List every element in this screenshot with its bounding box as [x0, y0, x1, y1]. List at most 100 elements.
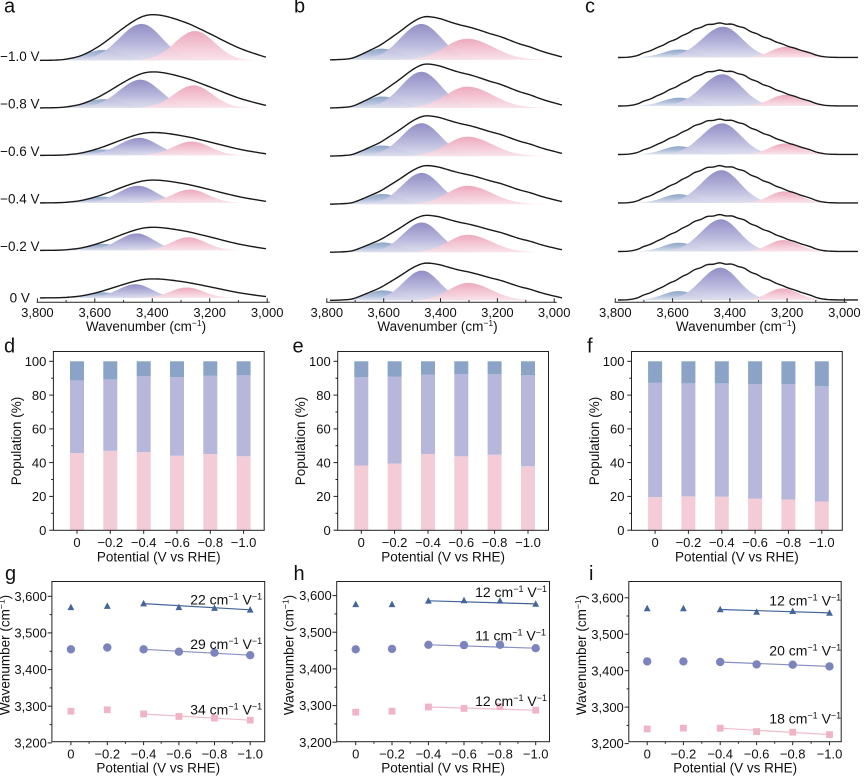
- svg-text:0: 0: [617, 523, 624, 538]
- svg-text:3,600: 3,600: [367, 305, 400, 320]
- svg-text:−0.8: −0.8: [482, 535, 508, 550]
- svg-text:Wavenumber (cm−1): Wavenumber (cm−1): [0, 595, 13, 715]
- svg-text:b: b: [294, 0, 305, 18]
- svg-text:d: d: [4, 336, 15, 358]
- svg-text:20: 20: [610, 489, 624, 504]
- svg-text:0: 0: [73, 535, 80, 550]
- svg-text:Wavenumber (cm−1): Wavenumber (cm−1): [86, 318, 206, 334]
- svg-text:Population (%): Population (%): [9, 397, 24, 486]
- svg-text:−0.2: −0.2: [94, 747, 120, 762]
- svg-text:0: 0: [352, 747, 359, 762]
- svg-text:Wavenumber (cm−1): Wavenumber (cm−1): [281, 595, 297, 715]
- svg-text:a: a: [4, 0, 16, 18]
- svg-text:−0.8: −0.8: [780, 747, 806, 762]
- svg-text:3,400: 3,400: [299, 662, 332, 677]
- svg-text:Potential (V vs RHE): Potential (V vs RHE): [381, 761, 505, 776]
- svg-text:22 cm−1 V−1: 22 cm−1 V−1: [190, 592, 262, 608]
- svg-text:Potential (V vs RHE): Potential (V vs RHE): [675, 550, 799, 565]
- svg-text:3,600: 3,600: [79, 305, 112, 320]
- svg-text:12 cm−1 V−1: 12 cm−1 V−1: [769, 593, 841, 609]
- svg-text:−1.0: −1.0: [523, 747, 549, 762]
- svg-text:18 cm−1 V−1: 18 cm−1 V−1: [769, 711, 841, 727]
- svg-text:−1.0: −1.0: [817, 747, 843, 762]
- svg-text:−0.4: −0.4: [131, 535, 157, 550]
- svg-text:0: 0: [39, 523, 46, 538]
- svg-text:−0.4: −0.4: [131, 747, 157, 762]
- svg-text:g: g: [5, 563, 16, 585]
- svg-text:−0.2: −0.2: [676, 535, 702, 550]
- svg-text:Potential (V vs RHE): Potential (V vs RHE): [673, 761, 797, 776]
- svg-text:e: e: [293, 336, 304, 358]
- svg-text:40: 40: [610, 455, 624, 470]
- svg-text:−1.0: −1.0: [231, 535, 257, 550]
- svg-text:h: h: [294, 563, 305, 585]
- svg-text:−0.6: −0.6: [164, 535, 190, 550]
- svg-text:3,600: 3,600: [14, 589, 47, 604]
- svg-text:−0.6 V: −0.6 V: [0, 144, 39, 159]
- svg-text:20: 20: [32, 489, 46, 504]
- svg-text:3,200: 3,200: [14, 736, 47, 751]
- svg-text:−0.2: −0.2: [671, 747, 697, 762]
- svg-text:c: c: [585, 0, 595, 18]
- svg-text:3,300: 3,300: [14, 699, 47, 714]
- svg-text:−0.6: −0.6: [451, 747, 477, 762]
- svg-text:20 cm−1 V−1: 20 cm−1 V−1: [769, 642, 841, 658]
- svg-text:0: 0: [644, 747, 651, 762]
- svg-text:0: 0: [67, 747, 74, 762]
- svg-text:−0.4: −0.4: [416, 747, 442, 762]
- svg-text:100: 100: [25, 354, 47, 369]
- svg-text:0: 0: [651, 535, 658, 550]
- svg-text:3,500: 3,500: [299, 625, 332, 640]
- svg-text:80: 80: [316, 388, 330, 403]
- svg-text:3,400: 3,400: [714, 305, 747, 320]
- svg-text:−0.4: −0.4: [709, 535, 735, 550]
- svg-text:12 cm−1 V−1: 12 cm−1 V−1: [475, 584, 547, 600]
- svg-text:3,400: 3,400: [591, 663, 624, 678]
- svg-text:3,200: 3,200: [591, 736, 624, 751]
- svg-text:3,800: 3,800: [21, 305, 54, 320]
- svg-text:−0.6: −0.6: [742, 535, 768, 550]
- svg-text:f: f: [587, 336, 593, 358]
- svg-text:3,200: 3,200: [193, 305, 226, 320]
- svg-text:3,500: 3,500: [14, 626, 47, 641]
- svg-text:−0.6: −0.6: [166, 747, 192, 762]
- svg-text:Potential (V vs RHE): Potential (V vs RHE): [381, 550, 505, 565]
- svg-text:34 cm−1 V−1: 34 cm−1 V−1: [190, 702, 262, 718]
- svg-text:3,500: 3,500: [591, 627, 624, 642]
- svg-text:−0.4: −0.4: [415, 535, 441, 550]
- svg-text:11 cm−1 V−1: 11 cm−1 V−1: [475, 628, 546, 644]
- svg-text:60: 60: [610, 422, 624, 437]
- svg-text:3,400: 3,400: [136, 305, 169, 320]
- svg-text:3,200: 3,200: [771, 305, 804, 320]
- svg-text:0 V: 0 V: [10, 290, 30, 305]
- svg-text:−1.0 V: −1.0 V: [0, 49, 39, 64]
- svg-text:80: 80: [32, 388, 46, 403]
- svg-text:3,400: 3,400: [14, 662, 47, 677]
- svg-text:Wavenumber (cm−1): Wavenumber (cm−1): [377, 318, 497, 334]
- svg-text:−0.4: −0.4: [707, 747, 733, 762]
- svg-text:100: 100: [603, 354, 625, 369]
- svg-text:−0.8: −0.8: [776, 535, 802, 550]
- svg-text:3,600: 3,600: [299, 588, 332, 603]
- svg-text:3,000: 3,000: [538, 305, 571, 320]
- svg-text:3,800: 3,800: [599, 305, 632, 320]
- svg-text:−0.6: −0.6: [448, 535, 474, 550]
- svg-text:80: 80: [610, 388, 624, 403]
- svg-text:−0.2 V: −0.2 V: [0, 239, 39, 254]
- svg-text:Potential (V vs RHE): Potential (V vs RHE): [96, 761, 220, 776]
- svg-text:12 cm−1 V−1: 12 cm−1 V−1: [475, 693, 547, 709]
- svg-text:−0.8 V: −0.8 V: [0, 96, 39, 111]
- svg-text:60: 60: [32, 422, 46, 437]
- svg-text:3,000: 3,000: [251, 305, 284, 320]
- svg-text:−0.8: −0.8: [202, 747, 228, 762]
- svg-text:−0.8: −0.8: [487, 747, 513, 762]
- svg-text:Population (%): Population (%): [293, 397, 308, 486]
- svg-text:−0.2: −0.2: [382, 535, 408, 550]
- svg-text:3,600: 3,600: [591, 590, 624, 605]
- svg-text:Population (%): Population (%): [587, 397, 602, 486]
- svg-text:100: 100: [309, 354, 331, 369]
- svg-text:29 cm−1 V−1: 29 cm−1 V−1: [190, 636, 262, 652]
- svg-text:40: 40: [32, 455, 46, 470]
- svg-text:−0.4 V: −0.4 V: [0, 191, 39, 206]
- svg-text:Wavenumber (cm−1): Wavenumber (cm−1): [573, 595, 589, 715]
